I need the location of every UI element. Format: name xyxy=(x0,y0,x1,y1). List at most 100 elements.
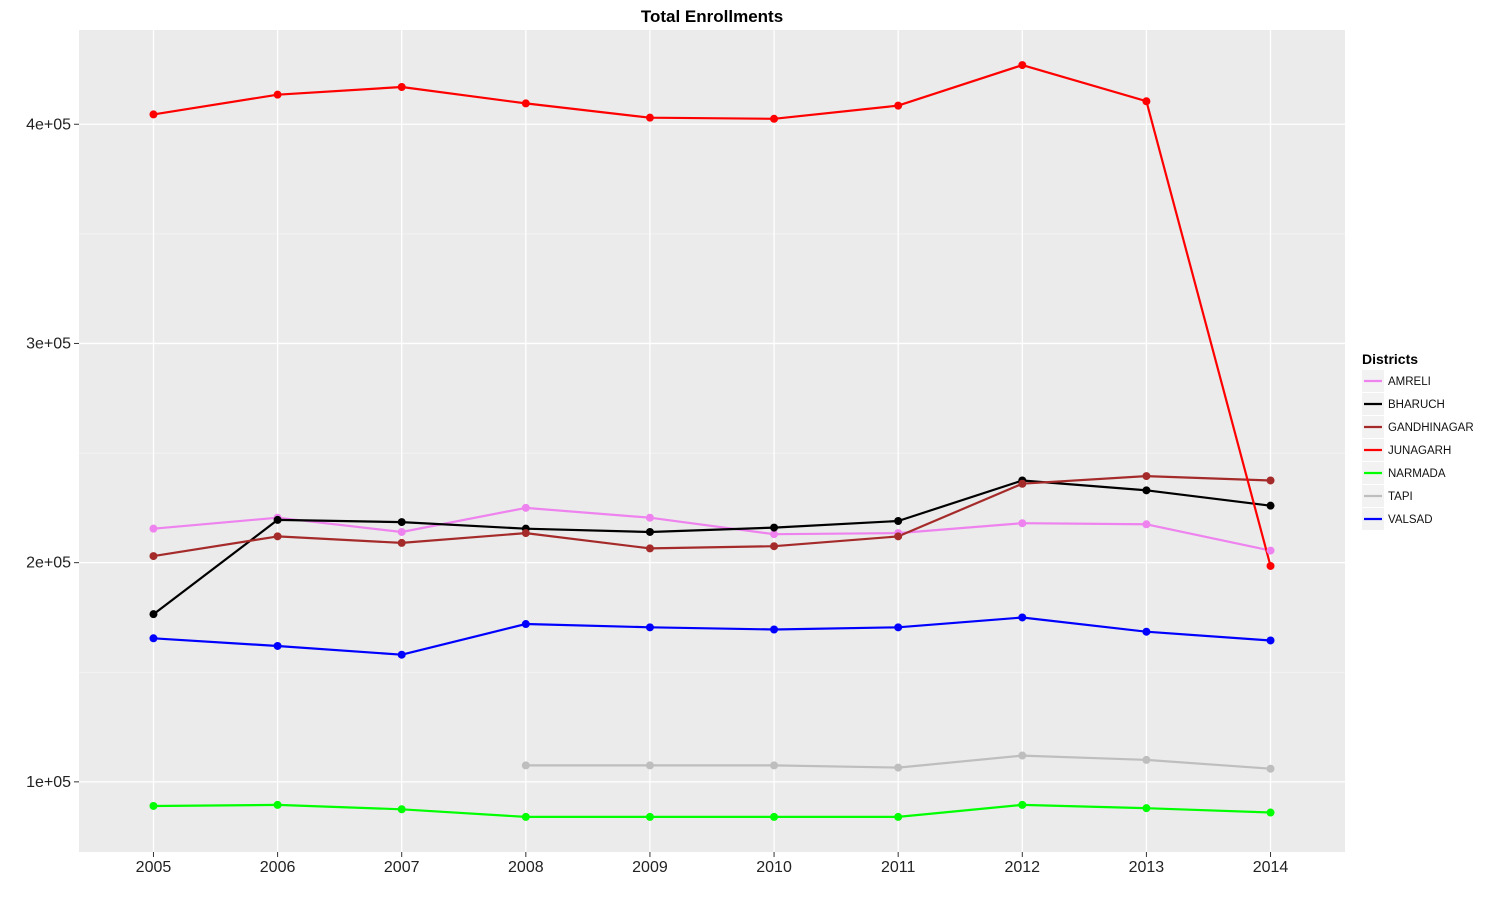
legend-label-tapi: TAPI xyxy=(1388,491,1413,503)
data-point-tapi xyxy=(894,763,903,772)
major-gridlines xyxy=(79,30,1345,852)
data-point-junagarh xyxy=(1266,561,1275,570)
data-point-junagarh xyxy=(645,113,654,122)
legend: Districts AMRELI BHARUCH GANDHINAGAR JUNAGA… xyxy=(1362,351,1474,530)
series-line-narmada xyxy=(153,803,1271,819)
data-point-amreli xyxy=(397,527,406,536)
data-point-tapi xyxy=(1018,751,1027,760)
data-point-tapi xyxy=(521,761,530,770)
data-point-narmada xyxy=(521,812,530,821)
series-points xyxy=(149,61,1275,821)
data-point-valsad xyxy=(645,623,654,632)
x-tick-label: 2006 xyxy=(260,859,296,876)
legend-label-valsad: VALSAD xyxy=(1388,514,1433,526)
data-point-narmada xyxy=(397,805,406,814)
data-point-gandhinagar xyxy=(894,532,903,541)
data-point-narmada xyxy=(645,812,654,821)
data-point-tapi xyxy=(1142,755,1151,764)
data-point-tapi xyxy=(1266,764,1275,773)
x-tick-label: 2008 xyxy=(508,859,544,876)
data-point-amreli xyxy=(1142,520,1151,529)
x-tick-label: 2011 xyxy=(881,859,916,876)
data-point-valsad xyxy=(1142,627,1151,636)
legend-label-junagarh: JUNAGARH xyxy=(1388,445,1451,457)
data-point-valsad xyxy=(273,641,282,650)
data-point-bharuch xyxy=(770,523,779,532)
x-tick-label: 2010 xyxy=(756,859,792,876)
data-point-amreli xyxy=(521,503,530,512)
data-point-gandhinagar xyxy=(645,544,654,553)
data-point-gandhinagar xyxy=(397,538,406,547)
data-point-amreli xyxy=(1266,546,1275,555)
legend-label-bharuch: BHARUCH xyxy=(1388,399,1445,411)
plot-panel xyxy=(79,30,1345,852)
data-point-bharuch xyxy=(149,610,158,619)
legend-label-gandhinagar: GANDHINAGAR xyxy=(1388,422,1474,434)
data-point-bharuch xyxy=(894,517,903,526)
data-point-gandhinagar xyxy=(1018,479,1027,488)
data-point-gandhinagar xyxy=(273,532,282,541)
minor-gridlines xyxy=(79,233,1345,673)
data-point-tapi xyxy=(770,761,779,770)
data-point-narmada xyxy=(273,800,282,809)
series-line-junagarh xyxy=(153,63,1272,567)
data-point-amreli xyxy=(770,530,779,539)
y-tick-label: 3e+05 xyxy=(26,335,71,352)
data-point-junagarh xyxy=(397,82,406,91)
data-point-valsad xyxy=(1018,613,1027,622)
data-point-bharuch xyxy=(273,515,282,524)
data-point-gandhinagar xyxy=(1266,476,1275,485)
chart-title: Total Enrollments xyxy=(641,7,783,26)
data-point-narmada xyxy=(1266,808,1275,817)
data-point-bharuch xyxy=(1142,486,1151,495)
data-point-gandhinagar xyxy=(770,542,779,551)
x-tick-label: 2013 xyxy=(1129,859,1165,876)
legend-title: Districts xyxy=(1362,351,1418,367)
data-point-narmada xyxy=(770,812,779,821)
data-point-bharuch xyxy=(1266,501,1275,510)
legend-label-amreli: AMRELI xyxy=(1388,376,1431,388)
legend-label-narmada: NARMADA xyxy=(1388,468,1446,480)
data-point-amreli xyxy=(645,513,654,522)
y-tick-label: 4e+05 xyxy=(26,116,71,133)
data-point-junagarh xyxy=(1142,97,1151,106)
y-tick-label: 1e+05 xyxy=(26,774,71,791)
x-tick-label: 2014 xyxy=(1253,859,1289,876)
data-point-gandhinagar xyxy=(149,552,158,561)
data-point-valsad xyxy=(1266,636,1275,645)
x-tick-label: 2005 xyxy=(136,859,172,876)
x-axis: 2005 2006 2007 2008 2009 2010 2011 2012 2013 2014 xyxy=(136,852,1289,876)
data-point-junagarh xyxy=(149,110,158,119)
data-point-amreli xyxy=(149,524,158,533)
data-point-narmada xyxy=(894,812,903,821)
data-point-gandhinagar xyxy=(521,529,530,538)
data-point-amreli xyxy=(1018,519,1027,528)
data-point-valsad xyxy=(770,625,779,634)
series-line-bharuch xyxy=(152,479,1271,616)
data-point-junagarh xyxy=(894,101,903,110)
data-point-valsad xyxy=(521,620,530,629)
series-line-valsad xyxy=(153,616,1271,656)
x-tick-label: 2007 xyxy=(384,859,420,876)
series-line-gandhinagar xyxy=(153,475,1271,558)
data-point-junagarh xyxy=(521,99,530,108)
data-point-narmada xyxy=(1018,800,1027,809)
y-axis: 1e+05 2e+05 3e+05 4e+05 xyxy=(26,116,79,791)
data-point-gandhinagar xyxy=(1142,472,1151,481)
data-point-valsad xyxy=(894,623,903,632)
data-point-valsad xyxy=(397,650,406,659)
data-point-junagarh xyxy=(770,114,779,123)
y-tick-label: 2e+05 xyxy=(26,555,71,572)
data-point-junagarh xyxy=(273,90,282,99)
data-point-junagarh xyxy=(1018,61,1027,70)
data-point-bharuch xyxy=(645,527,654,536)
x-tick-label: 2009 xyxy=(632,859,668,876)
data-point-narmada xyxy=(149,801,158,810)
data-point-bharuch xyxy=(397,518,406,527)
data-point-valsad xyxy=(149,634,158,643)
data-point-narmada xyxy=(1142,804,1151,813)
series-line-amreli xyxy=(153,506,1271,552)
x-tick-label: 2012 xyxy=(1004,859,1040,876)
data-point-tapi xyxy=(645,761,654,770)
